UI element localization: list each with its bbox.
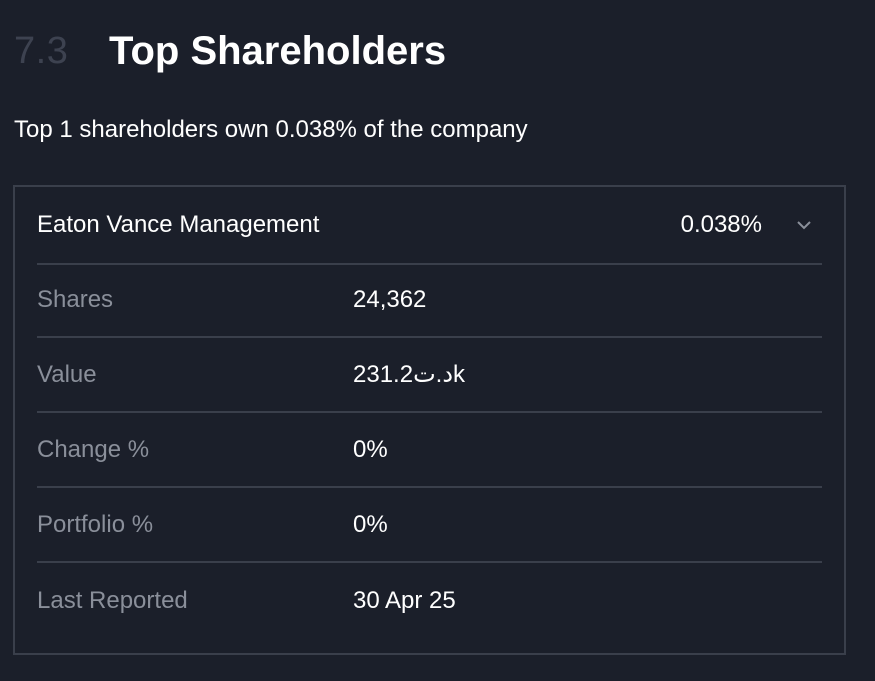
detail-row-shares: Shares 24,362 xyxy=(37,263,822,338)
detail-row-last-reported: Last Reported 30 Apr 25 xyxy=(37,563,822,638)
detail-value: 0% xyxy=(353,510,388,538)
section-header: 7.3 Top Shareholders xyxy=(14,26,446,76)
detail-label: Last Reported xyxy=(37,586,188,614)
detail-label: Portfolio % xyxy=(37,510,154,538)
detail-row-portfolio: Portfolio % 0% xyxy=(37,488,822,563)
detail-label: Change % xyxy=(37,435,150,463)
shareholder-percent: 0.038% xyxy=(680,211,762,238)
shareholder-name: Eaton Vance Management xyxy=(37,211,320,238)
detail-value: 0% xyxy=(353,435,388,463)
chevron-down-icon[interactable] xyxy=(786,207,822,243)
shareholder-card: Eaton Vance Management 0.038% Shares 24,… xyxy=(13,185,846,655)
detail-row-value: Value 231.2د.تk xyxy=(37,338,822,413)
detail-value: 24,362 xyxy=(353,285,427,313)
detail-value: 30 Apr 25 xyxy=(353,586,456,614)
section-title: Top Shareholders xyxy=(109,28,447,73)
shareholder-row[interactable]: Eaton Vance Management 0.038% xyxy=(37,187,822,265)
detail-label: Value xyxy=(37,360,97,388)
detail-label: Shares xyxy=(37,285,114,313)
detail-row-change: Change % 0% xyxy=(37,413,822,488)
section-number: 7.3 xyxy=(14,29,69,72)
detail-value: 231.2د.تk xyxy=(353,361,466,388)
shareholders-summary: Top 1 shareholders own 0.038% of the com… xyxy=(14,116,528,143)
